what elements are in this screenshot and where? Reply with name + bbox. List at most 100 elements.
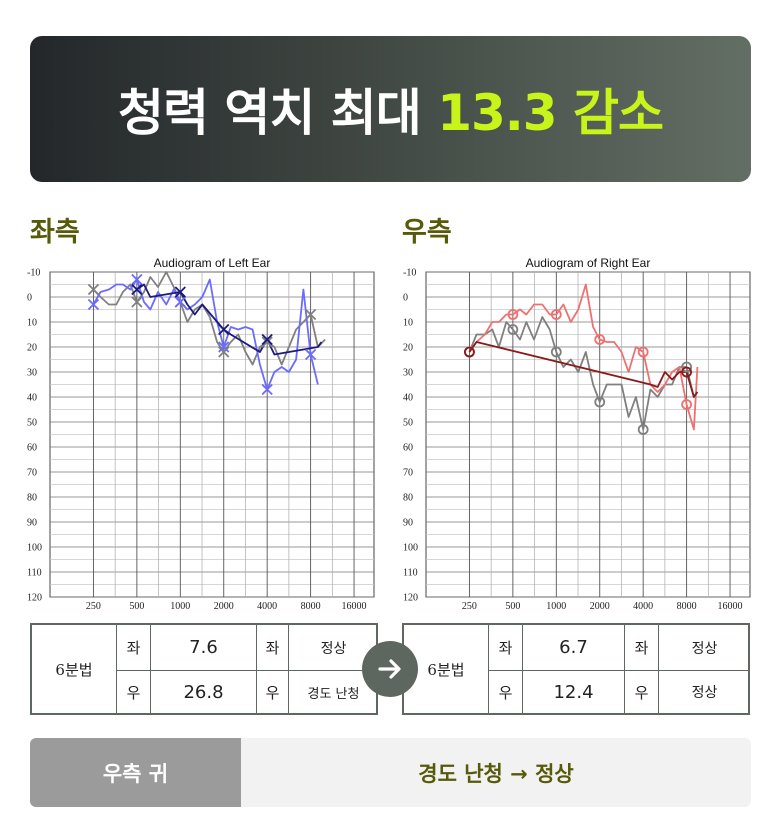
arrow-right-icon bbox=[378, 659, 401, 679]
method-label: 6분법 bbox=[55, 660, 93, 679]
x-tick-label: 500 bbox=[129, 601, 144, 612]
y-tick-label: 90 bbox=[27, 518, 37, 529]
data-point bbox=[174, 286, 186, 298]
y-tick-label: 50 bbox=[27, 418, 37, 429]
data-point bbox=[681, 361, 693, 373]
x-tick-label: 2000 bbox=[590, 601, 610, 612]
y-tick-label: 50 bbox=[403, 418, 413, 429]
y-tick-label: 10 bbox=[27, 318, 37, 329]
data-point bbox=[304, 308, 317, 321]
series-line bbox=[92, 278, 319, 391]
series-line bbox=[136, 283, 323, 356]
row-side-left: 좌 bbox=[126, 639, 141, 657]
y-tick-label: 80 bbox=[27, 493, 37, 504]
data-point bbox=[87, 283, 100, 296]
x-tick-label: 8000 bbox=[301, 601, 321, 612]
data-point bbox=[87, 298, 100, 311]
y-tick-label: 120 bbox=[403, 593, 418, 604]
data-point bbox=[681, 366, 693, 378]
data-point bbox=[550, 309, 562, 320]
right-result-table: 6분법 좌 6.7 좌 정상 우 12.4 우 정상 bbox=[402, 623, 750, 715]
x-tick-label: 1000 bbox=[546, 601, 566, 612]
left-result-table: 6분법 좌 7.6 좌 정상 우 26.8 우 경도 난청 bbox=[30, 623, 378, 715]
row-status-left: 정상 bbox=[691, 640, 718, 657]
result-banner: 청력 역치 최대 13.3 감소 bbox=[30, 36, 751, 182]
method-label: 6분법 bbox=[427, 660, 465, 679]
banner-title: 청력 역치 최대 13.3 감소 bbox=[117, 73, 664, 145]
data-point bbox=[507, 309, 519, 320]
y-tick-label: 70 bbox=[27, 468, 37, 479]
next-arrow-button[interactable] bbox=[362, 641, 418, 697]
left-audiogram-chart: Audiogram of Left Ear -10 0 10 20 30 40 50 60 70 8… bbox=[22, 250, 392, 615]
row-side2-left: 좌 bbox=[634, 639, 649, 657]
row-value-left: 7.6 bbox=[189, 637, 218, 658]
data-point bbox=[594, 334, 606, 345]
y-tick-label: 70 bbox=[403, 468, 413, 479]
y-tick-label: 100 bbox=[403, 543, 418, 554]
y-tick-label: 0 bbox=[403, 293, 408, 304]
left-side-label: 좌측 bbox=[30, 217, 80, 248]
x-tick-label: 4000 bbox=[257, 601, 277, 612]
data-point bbox=[304, 348, 317, 361]
right-audiogram-chart: Audiogram of Right Ear -10 0 10 20 30 40 50 60 70… bbox=[398, 250, 768, 615]
y-tick-label: 40 bbox=[27, 393, 37, 404]
data-point bbox=[681, 399, 693, 410]
row-value-left: 6.7 bbox=[559, 637, 588, 658]
data-point bbox=[550, 346, 562, 358]
data-point bbox=[131, 283, 143, 296]
y-tick-label: 30 bbox=[27, 368, 37, 379]
x-tick-label: 250 bbox=[462, 601, 477, 612]
y-tick-label: 60 bbox=[403, 443, 413, 454]
x-tick-label: 2000 bbox=[214, 601, 234, 612]
banner-title-prefix: 청력 역치 최대 bbox=[117, 84, 438, 142]
y-tick-label: 60 bbox=[27, 443, 37, 454]
data-point bbox=[507, 324, 519, 335]
data-point bbox=[218, 346, 230, 358]
x-tick-label: 8000 bbox=[677, 601, 697, 612]
row-side-left: 좌 bbox=[498, 639, 513, 657]
y-tick-label: 110 bbox=[27, 568, 42, 579]
y-tick-label: 120 bbox=[27, 593, 42, 604]
chart-title: Audiogram of Right Ear bbox=[526, 256, 651, 270]
row-status-right: 정상 bbox=[691, 685, 718, 701]
data-point bbox=[174, 296, 186, 308]
data-point bbox=[218, 341, 230, 353]
summary-bar: 우측 귀 경도 난청 → 정상 bbox=[30, 738, 751, 807]
y-tick-label: 20 bbox=[27, 343, 37, 354]
series-line bbox=[468, 316, 699, 431]
x-tick-label: 1000 bbox=[170, 601, 190, 612]
series-line bbox=[468, 341, 699, 398]
x-tick-label: 4000 bbox=[633, 601, 653, 612]
data-point bbox=[637, 346, 649, 358]
right-audiogram-svg: Audiogram of Right Ear -10 0 10 20 30 40 50 60 70… bbox=[403, 256, 751, 612]
x-tick-label: 500 bbox=[505, 601, 520, 612]
chart-title: Audiogram of Left Ear bbox=[154, 256, 271, 270]
row-side2-right: 우 bbox=[634, 683, 649, 702]
right-side-label: 우측 bbox=[402, 217, 452, 248]
row-status-right: 경도 난청 bbox=[307, 686, 360, 702]
data-point bbox=[131, 296, 143, 308]
row-side-right: 우 bbox=[498, 683, 513, 702]
y-tick-label: 0 bbox=[27, 293, 32, 304]
x-tick-label: 250 bbox=[86, 601, 101, 612]
data-point bbox=[261, 333, 273, 346]
y-tick-label: 30 bbox=[403, 368, 413, 379]
row-side2-right: 우 bbox=[265, 683, 280, 702]
left-audiogram-svg: Audiogram of Left Ear -10 0 10 20 30 40 50 60 70 8… bbox=[27, 256, 375, 612]
y-tick-label: -10 bbox=[403, 268, 416, 279]
data-point bbox=[261, 336, 273, 348]
y-tick-label: -10 bbox=[27, 268, 40, 279]
data-point bbox=[131, 273, 143, 286]
y-tick-label: 110 bbox=[403, 568, 418, 579]
data-point bbox=[464, 346, 475, 358]
x-tick-label: 16000 bbox=[342, 601, 367, 612]
right-ear-tab[interactable]: 우측 귀 bbox=[30, 738, 241, 807]
banner-highlight: 13.3 감소 bbox=[437, 84, 664, 142]
data-point bbox=[218, 323, 230, 336]
row-value-right: 26.8 bbox=[183, 681, 224, 703]
data-point bbox=[594, 396, 606, 408]
y-tick-label: 100 bbox=[27, 543, 42, 554]
y-tick-label: 90 bbox=[403, 518, 413, 529]
y-tick-label: 20 bbox=[403, 343, 413, 354]
summary-result: 경도 난청 → 정상 bbox=[418, 761, 574, 786]
